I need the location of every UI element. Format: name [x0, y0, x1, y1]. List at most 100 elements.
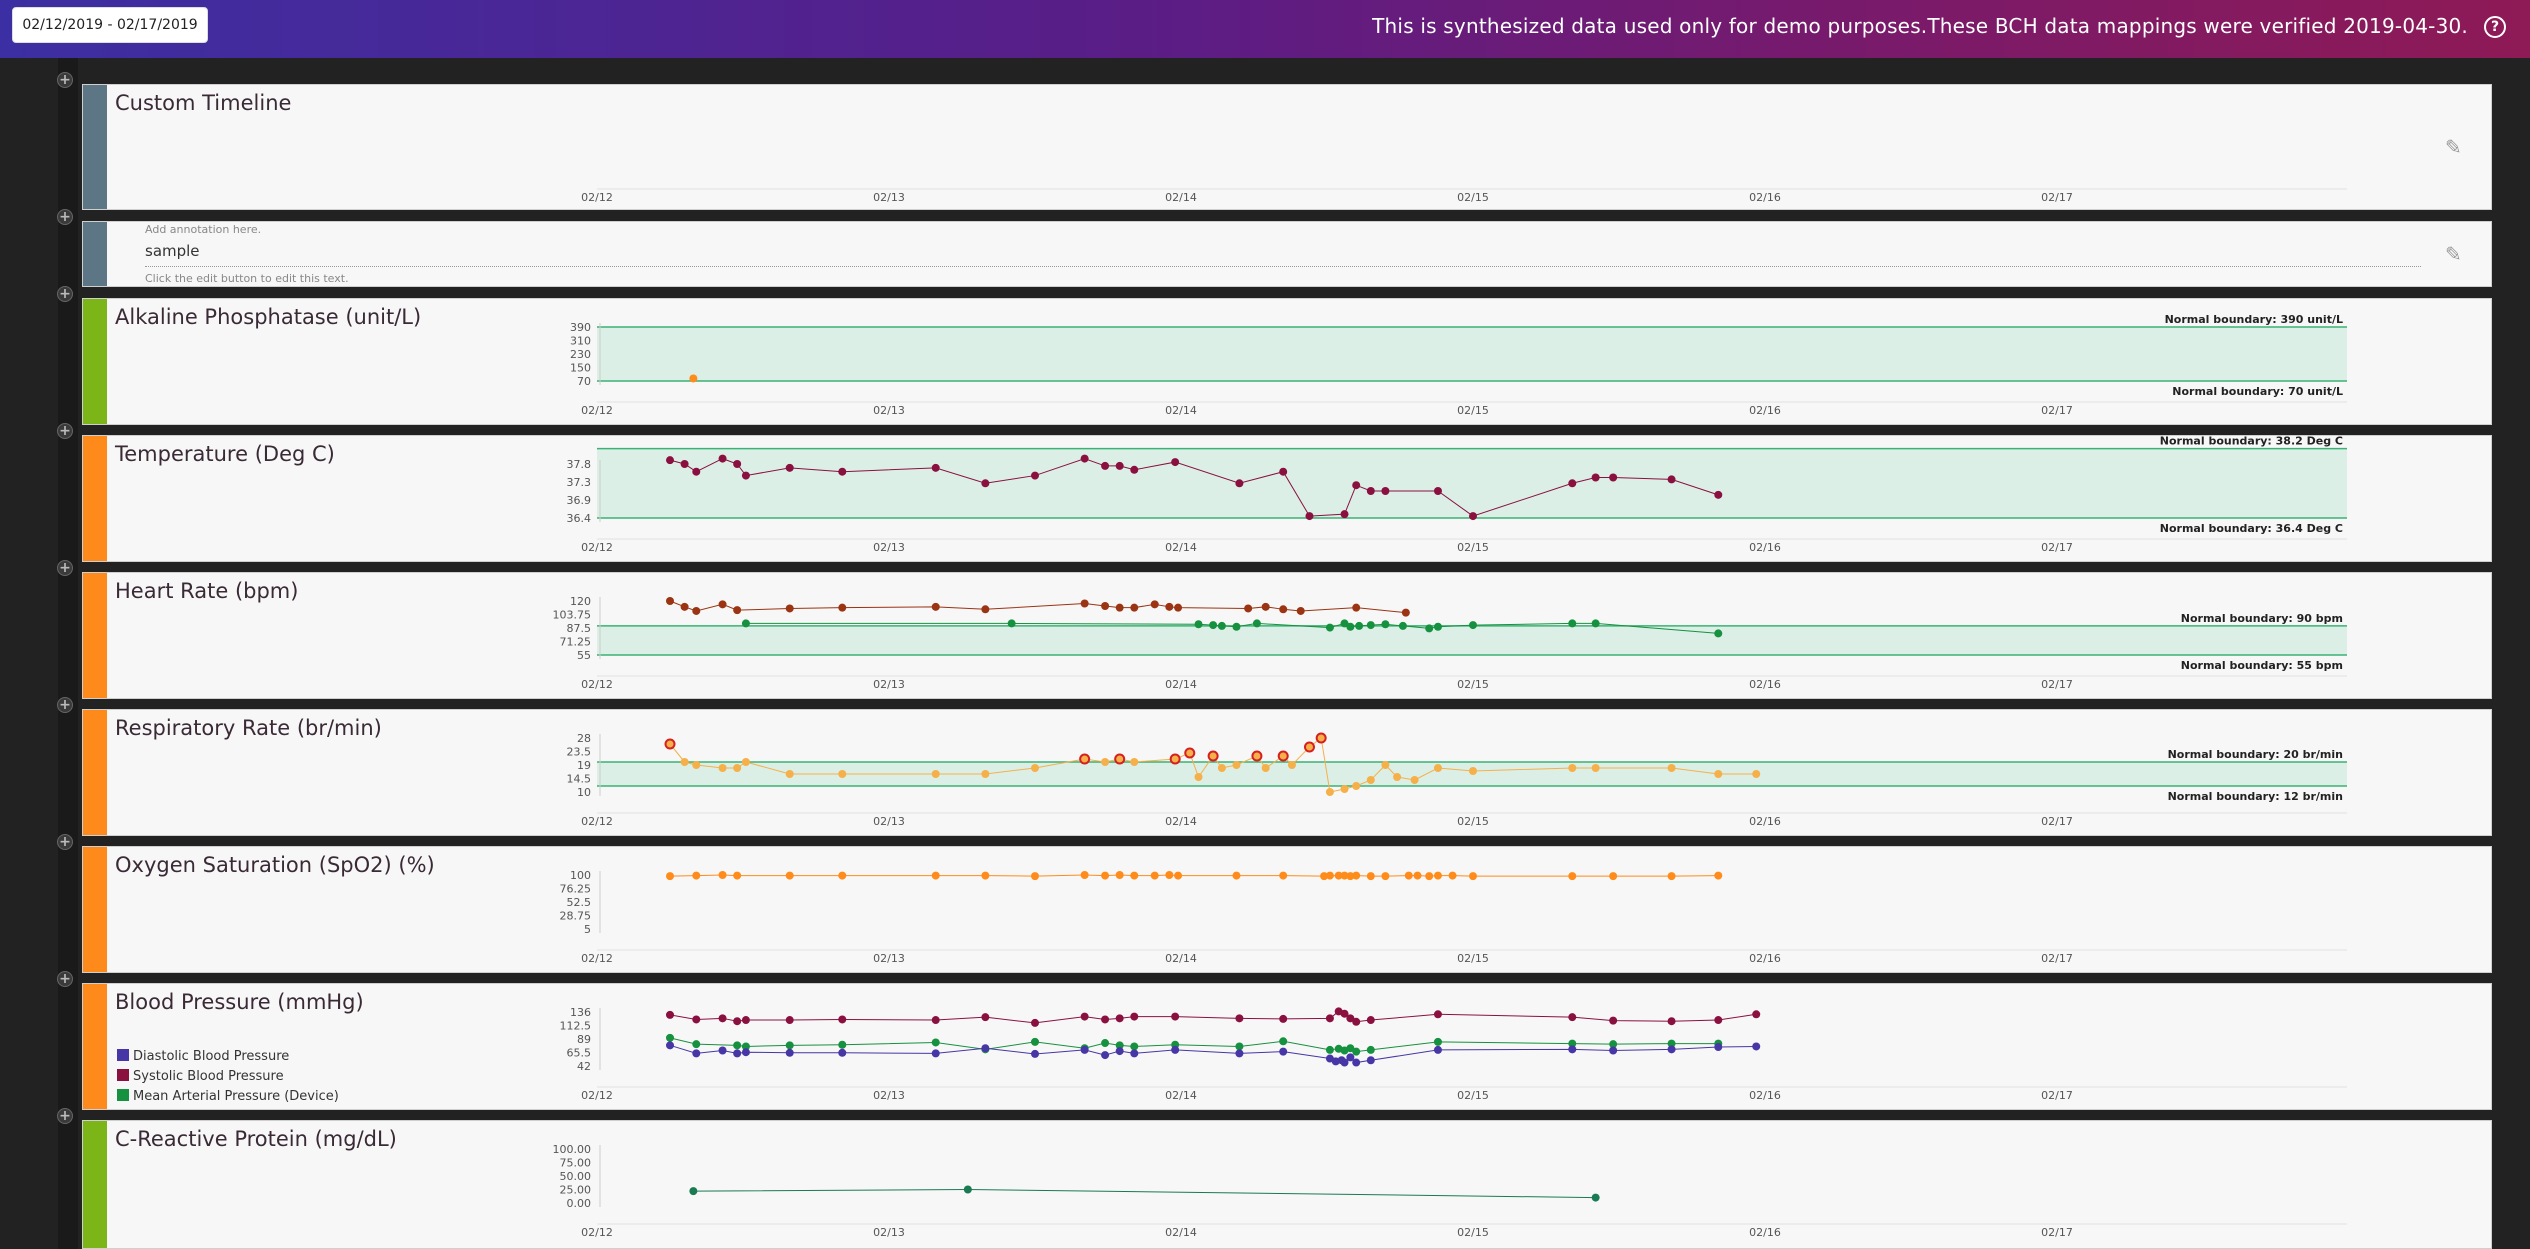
abnormal-data-point	[1079, 753, 1091, 765]
timeline-axis: 02/12 02/13 02/14 02/15 02/16 02/17	[581, 188, 2347, 204]
add-panel-icon[interactable]: +	[57, 1108, 73, 1124]
x-tick-label: 02/17	[2041, 952, 2073, 965]
add-panel-icon[interactable]: +	[57, 560, 73, 576]
data-point	[733, 1049, 742, 1058]
temperature-panel: Temperature (Deg C) Normal boundary: 38.…	[82, 435, 2492, 562]
data-point	[1340, 871, 1349, 880]
add-panel-icon[interactable]: +	[57, 286, 73, 302]
data-point	[838, 603, 847, 612]
data-point	[1235, 1042, 1244, 1051]
data-point	[1130, 465, 1139, 474]
data-point	[1346, 1044, 1355, 1053]
y-tick-label: 37.8	[567, 458, 592, 471]
data-point	[1568, 872, 1577, 881]
add-panel-icon[interactable]: +	[57, 697, 73, 713]
help-circle-icon[interactable]: ?	[2484, 16, 2506, 38]
normal-boundary-lower-label: Normal boundary: 36.4 Deg C	[2160, 522, 2343, 535]
abnormal-data-point	[1169, 753, 1181, 765]
data-point	[1171, 458, 1180, 467]
data-point	[692, 761, 701, 769]
panel-accent-bar	[83, 984, 107, 1109]
x-tick-label: 02/14	[1165, 1226, 1197, 1239]
x-tick-label: 02/12	[581, 541, 613, 554]
x-tick-label: 02/14	[1165, 1089, 1197, 1102]
data-point	[1261, 602, 1270, 611]
data-point	[1174, 603, 1183, 612]
data-point	[1209, 621, 1218, 630]
data-point	[718, 1014, 727, 1023]
x-tick-label: 02/15	[1457, 952, 1489, 965]
add-panel-icon[interactable]: +	[57, 834, 73, 850]
data-point	[1101, 1015, 1110, 1024]
data-point	[1279, 1047, 1288, 1056]
legend-label: Systolic Blood Pressure	[133, 1069, 284, 1084]
data-point	[1448, 871, 1457, 880]
data-point	[1433, 622, 1442, 631]
data-point	[1115, 1014, 1124, 1023]
data-point	[666, 872, 674, 881]
abnormal-data-point	[1207, 750, 1219, 762]
data-point	[931, 1016, 940, 1025]
y-tick-label: 100	[570, 869, 591, 882]
data-point	[1340, 785, 1349, 793]
x-tick-label: 02/15	[1457, 191, 1489, 204]
data-point	[1115, 603, 1124, 612]
panel-accent-bar	[83, 436, 107, 561]
y-tick-label: 28.75	[560, 910, 592, 923]
x-tick-label: 02/13	[873, 541, 905, 554]
x-tick-label: 02/17	[2041, 404, 2073, 417]
add-panel-icon[interactable]: +	[57, 72, 73, 88]
data-point	[1279, 871, 1288, 880]
panel-accent-bar	[83, 85, 107, 209]
data-point	[838, 770, 847, 778]
x-tick-label: 02/14	[1165, 191, 1197, 204]
panel-accent-bar	[83, 847, 107, 972]
annotation-underline	[145, 266, 2421, 267]
pencil-icon[interactable]: ✎	[2445, 242, 2462, 266]
annotation-text[interactable]: sample	[145, 242, 200, 260]
data-point	[1340, 510, 1349, 519]
legend-label: Mean Arterial Pressure (Device)	[133, 1089, 339, 1104]
add-panel-icon[interactable]: +	[57, 209, 73, 225]
data-point	[785, 463, 794, 472]
data-point	[1334, 871, 1343, 880]
x-tick-label: 02/12	[581, 1089, 613, 1102]
data-point	[741, 471, 750, 480]
left-gutter	[58, 58, 78, 1249]
abnormal-data-point	[1114, 753, 1126, 765]
data-point	[785, 770, 794, 778]
data-point	[931, 463, 940, 472]
data-point	[1381, 872, 1390, 881]
add-panel-icon[interactable]: +	[57, 971, 73, 987]
annotation-panel: Add annotation here. sample Click the ed…	[82, 221, 2492, 287]
panel-title: Oxygen Saturation (SpO2) (%)	[115, 853, 435, 877]
data-point	[1401, 608, 1410, 617]
heart-rate-chart: Normal boundary: 90 bpm Normal boundary: …	[553, 595, 2347, 691]
panel-title: Heart Rate (bpm)	[115, 579, 299, 603]
date-range-picker[interactable]: 02/12/2019 - 02/17/2019	[12, 7, 208, 43]
data-point	[1115, 1041, 1124, 1050]
data-point	[838, 1040, 847, 1049]
y-tick-label: 50.00	[560, 1170, 592, 1183]
respiratory-rate-chart: Normal boundary: 20 br/min Normal boundar…	[567, 732, 2347, 828]
data-point	[718, 454, 727, 463]
add-panel-icon[interactable]: +	[57, 423, 73, 439]
data-point	[1425, 872, 1434, 881]
data-point	[1165, 602, 1174, 611]
y-tick-label: 36.4	[567, 512, 592, 525]
data-point	[692, 871, 701, 880]
normal-boundary-upper-label: Normal boundary: 38.2 Deg C	[2160, 436, 2343, 448]
data-point	[692, 1049, 701, 1058]
data-point	[931, 871, 940, 880]
legend-item-systolic: Systolic Blood Pressure	[117, 1069, 284, 1084]
y-tick-label: 75.00	[560, 1157, 592, 1170]
data-point	[1568, 1013, 1577, 1022]
normal-range-band	[597, 448, 2347, 518]
data-point	[1232, 622, 1241, 631]
legend-item-mean-arterial: Mean Arterial Pressure (Device)	[117, 1089, 339, 1104]
pencil-icon[interactable]: ✎	[2445, 135, 2462, 159]
data-point	[733, 871, 742, 880]
x-tick-label: 02/17	[2041, 678, 2073, 691]
data-point	[1714, 770, 1723, 778]
